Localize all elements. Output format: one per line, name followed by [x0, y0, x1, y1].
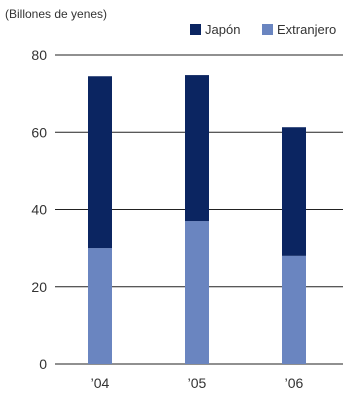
legend-label-extranjero: Extranjero [277, 22, 336, 37]
legend: Japón Extranjero [190, 22, 336, 37]
y-axis-ticks: 0 20 40 60 80 [31, 47, 47, 372]
y-tick-label-60: 60 [31, 124, 47, 140]
bar-extranjero-3 [282, 255, 306, 364]
x-tick-label-3: ’06 [285, 375, 304, 391]
bar-extranjero-2 [185, 221, 209, 364]
bar-japón-3 [282, 127, 306, 256]
bar-japón-1 [88, 76, 112, 249]
bar-japón-2 [185, 75, 209, 222]
legend-swatch-japón [190, 24, 201, 35]
y-tick-label-80: 80 [31, 47, 47, 63]
x-tick-label-1: ’04 [91, 375, 110, 391]
bar-extranjero-1 [88, 248, 112, 364]
legend-label-japón: Japón [205, 22, 240, 37]
legend-swatch-extranjero [262, 24, 273, 35]
y-tick-label-20: 20 [31, 279, 47, 295]
bars [88, 75, 306, 364]
unit-label: (Billones de yenes) [5, 7, 107, 21]
y-tick-label-0: 0 [39, 356, 47, 372]
y-tick-label-40: 40 [31, 202, 47, 218]
x-tick-label-2: ’05 [188, 375, 207, 391]
x-axis-ticks: ’04 ’05 ’06 [91, 375, 304, 391]
